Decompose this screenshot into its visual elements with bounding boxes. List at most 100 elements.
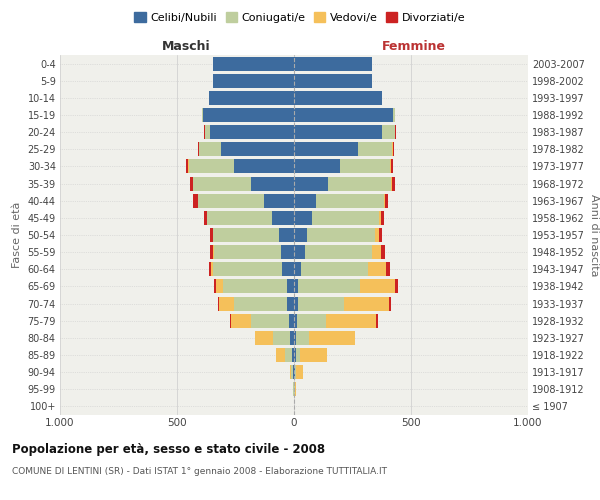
Bar [204,211,294,225]
Bar [294,160,340,173]
Bar [210,125,294,139]
Bar [294,74,373,88]
Bar [276,348,294,362]
Bar [211,262,294,276]
Bar [214,280,294,293]
Bar [199,142,294,156]
Bar [294,176,395,190]
Bar [294,382,296,396]
Bar [294,176,328,190]
Bar [294,56,373,70]
Bar [294,91,382,105]
Bar [202,108,294,122]
Bar [294,365,302,379]
Bar [294,245,305,259]
Bar [294,56,373,70]
Bar [294,314,377,328]
Bar [290,365,294,379]
Bar [294,108,395,122]
Bar [294,365,302,379]
Bar [198,194,294,207]
Bar [251,176,294,190]
Bar [294,91,382,105]
Bar [209,91,294,105]
Bar [294,108,394,122]
Bar [256,331,294,345]
Bar [221,142,294,156]
Bar [231,314,294,328]
Bar [272,211,294,225]
Bar [294,331,355,345]
Bar [294,365,295,379]
Text: Femmine: Femmine [382,40,446,52]
Bar [294,211,311,225]
Bar [209,91,294,105]
Bar [203,108,294,122]
Bar [294,296,389,310]
Bar [263,194,294,207]
Text: COMUNE DI LENTINI (SR) - Dati ISTAT 1° gennaio 2008 - Elaborazione TUTTITALIA.IT: COMUNE DI LENTINI (SR) - Dati ISTAT 1° g… [12,468,387,476]
Bar [213,56,294,70]
Bar [209,91,294,105]
Bar [292,348,294,362]
Text: Maschi: Maschi [161,40,211,52]
Bar [188,160,294,173]
Bar [287,296,294,310]
Bar [209,262,294,276]
Bar [213,74,294,88]
Bar [294,382,295,396]
Bar [294,91,382,105]
Bar [294,74,373,88]
Bar [294,365,296,379]
Y-axis label: Fasce di età: Fasce di età [12,202,22,268]
Bar [294,211,381,225]
Bar [294,262,368,276]
Bar [294,296,391,310]
Bar [294,228,382,242]
Bar [294,74,373,88]
Bar [218,296,294,310]
Bar [294,194,384,207]
Bar [283,262,294,276]
Bar [294,160,391,173]
Bar [251,314,294,328]
Bar [213,262,294,276]
Bar [294,108,395,122]
Bar [285,348,294,362]
Bar [294,108,395,122]
Bar [294,125,395,139]
Bar [294,228,307,242]
Bar [273,331,294,345]
Bar [209,91,294,105]
Bar [294,314,326,328]
Bar [294,262,390,276]
Bar [294,245,373,259]
Bar [294,348,296,362]
Bar [204,125,294,139]
Bar [293,382,294,396]
Bar [292,365,294,379]
Bar [294,125,395,139]
Bar [294,228,375,242]
Bar [223,280,294,293]
Bar [230,314,294,328]
Bar [293,382,294,396]
Bar [290,365,294,379]
Bar [294,314,376,328]
Bar [294,314,297,328]
Bar [199,142,294,156]
Bar [213,74,294,88]
Bar [294,331,309,345]
Bar [212,228,294,242]
Bar [294,331,296,345]
Bar [294,280,298,293]
Bar [213,74,294,88]
Bar [294,56,373,70]
Bar [287,280,294,293]
Bar [294,194,388,207]
Bar [213,74,294,88]
Bar [294,296,298,310]
Legend: Celibi/Nubili, Coniugati/e, Vedovi/e, Divorziati/e: Celibi/Nubili, Coniugati/e, Vedovi/e, Di… [130,8,470,28]
Bar [289,314,294,328]
Bar [294,142,392,156]
